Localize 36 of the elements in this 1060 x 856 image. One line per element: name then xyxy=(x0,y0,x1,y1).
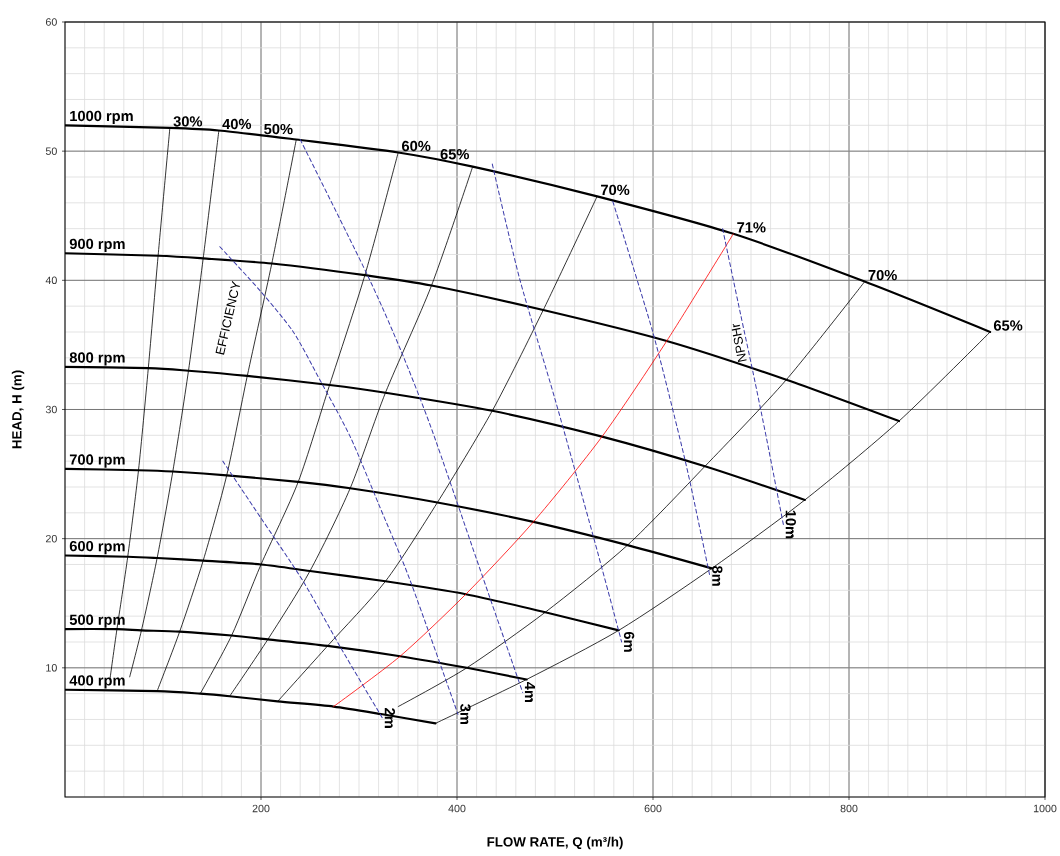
x-tick-label: 600 xyxy=(644,804,662,813)
series-label: 65% xyxy=(440,149,470,160)
text: 10m xyxy=(785,510,796,539)
series-label: 70% xyxy=(601,184,630,196)
x-tick-label: 400 xyxy=(448,804,466,813)
series-label: 400 rpm xyxy=(69,675,125,689)
y-tick-label: 20 xyxy=(45,534,57,543)
series-label: 900 rpm xyxy=(69,238,125,252)
text: 2m xyxy=(384,708,396,728)
series-label: 700 rpm xyxy=(69,454,125,468)
series-label: 800 rpm xyxy=(69,352,125,366)
series-label: 40% xyxy=(222,118,252,130)
series-label: 500 rpm xyxy=(69,614,125,628)
series-label: 60% xyxy=(402,140,431,152)
x-tick-label: 200 xyxy=(252,804,270,813)
series-label: 600 rpm xyxy=(69,540,125,555)
x-tick-label: 1000 xyxy=(1033,804,1057,813)
text: 6m xyxy=(623,631,635,652)
series-label: 50% xyxy=(264,123,293,135)
y-tick-label: 40 xyxy=(45,276,57,285)
text: 3m xyxy=(460,704,471,724)
text: 8m xyxy=(712,565,723,586)
series-label: 70% xyxy=(868,269,897,281)
series-label: 71% xyxy=(737,222,766,233)
text: 4m xyxy=(524,681,536,703)
series-label: 30% xyxy=(173,116,203,127)
series-label: 65% xyxy=(993,320,1023,331)
y-axis-title: HEAD, H (m) xyxy=(11,370,25,449)
y-tick-label: 50 xyxy=(45,147,57,155)
x-axis-title: FLOW RATE, Q (m³/h) xyxy=(487,836,623,850)
x-tick-label: 800 xyxy=(840,804,858,813)
series-label: 1000 rpm xyxy=(70,110,133,125)
annotation: NPSHr xyxy=(731,323,747,362)
y-tick-label: 10 xyxy=(46,664,57,672)
y-tick-label: 30 xyxy=(45,405,57,414)
y-tick-label: 60 xyxy=(45,18,57,26)
